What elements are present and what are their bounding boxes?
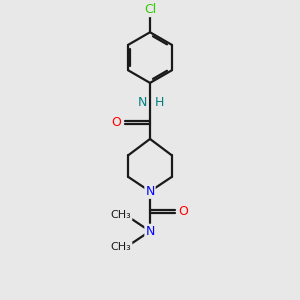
Text: O: O — [112, 116, 122, 129]
Text: N: N — [138, 96, 148, 109]
Text: N: N — [145, 185, 155, 198]
Text: CH₃: CH₃ — [111, 210, 131, 220]
Text: O: O — [178, 205, 188, 218]
Text: N: N — [145, 225, 155, 238]
Text: CH₃: CH₃ — [111, 242, 131, 253]
Text: Cl: Cl — [144, 3, 156, 16]
Text: H: H — [154, 96, 164, 109]
